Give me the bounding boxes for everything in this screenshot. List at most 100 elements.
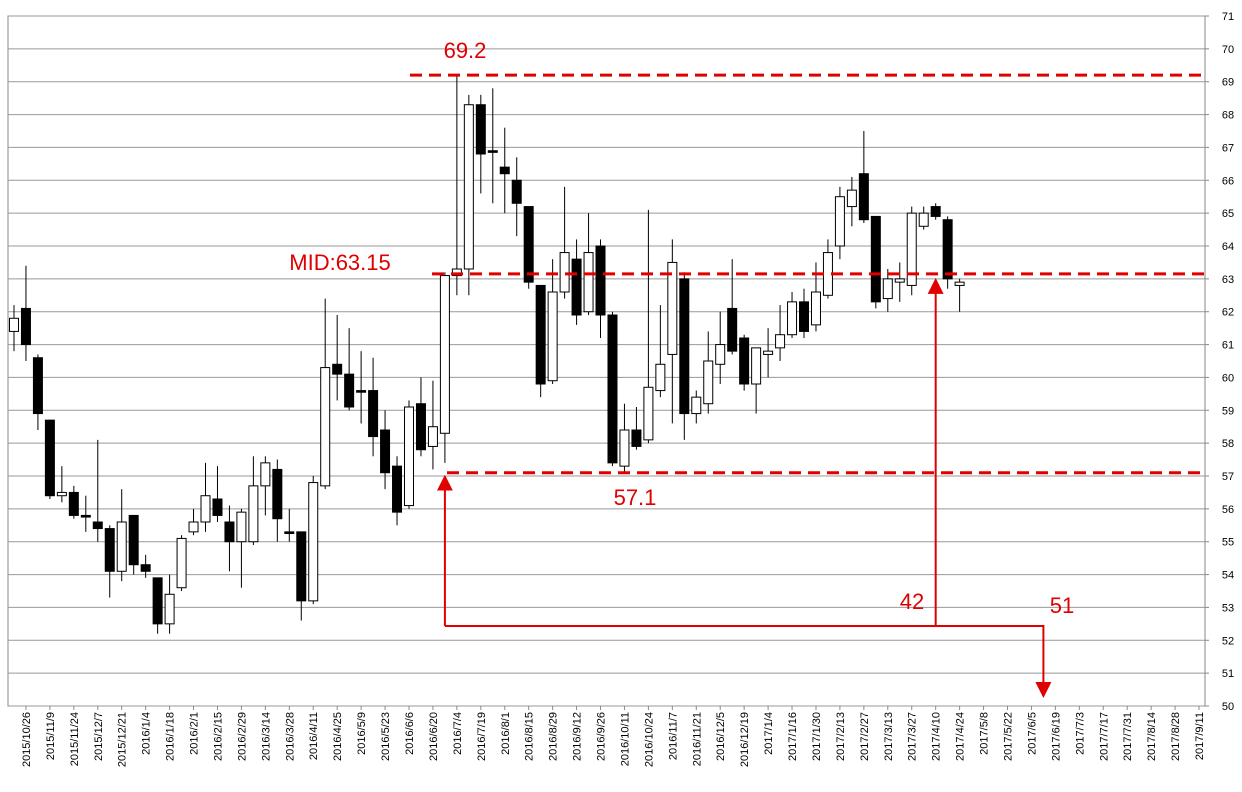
x-tick-label: 2015/11/24: [69, 712, 81, 766]
x-tick-label: 2016/11/7: [667, 712, 679, 760]
candle-body: [308, 482, 319, 602]
level-label: 69.2: [444, 38, 487, 63]
plot-area: [7, 15, 1206, 707]
candle-body: [380, 429, 391, 474]
candle-body: [679, 278, 690, 415]
candle-body: [32, 357, 43, 415]
y-tick-label: 67: [1222, 142, 1234, 154]
candle-body: [607, 314, 618, 464]
x-tick-label: 2016/2/29: [236, 712, 248, 761]
x-tick-label: 2016/1/4: [141, 712, 153, 755]
x-tick-label: 2016/10/24: [643, 712, 655, 767]
x-tick-label: 2016/1/18: [165, 712, 177, 761]
x-tick-label: 2017/5/22: [1002, 712, 1014, 761]
candle-body: [200, 495, 211, 523]
candle-body: [799, 301, 810, 332]
candle-body: [272, 468, 283, 520]
candle-body: [559, 252, 570, 293]
y-tick-label: 53: [1222, 602, 1234, 614]
candle-body: [487, 150, 498, 153]
x-tick-label: 2016/6/20: [428, 712, 440, 761]
candle-body: [511, 179, 522, 204]
candle-body: [846, 189, 857, 208]
candle-body: [834, 196, 845, 247]
candle-body: [224, 521, 235, 543]
x-tick-label: 2016/12/5: [715, 712, 727, 761]
candle-body: [152, 577, 163, 625]
y-tick-label: 64: [1222, 241, 1234, 253]
x-tick-label: 2015/12/7: [93, 712, 105, 761]
candle-body: [643, 386, 654, 441]
candle-body: [583, 252, 594, 313]
y-tick-label: 55: [1222, 537, 1234, 549]
level-label: MID:63.15: [289, 250, 391, 275]
x-tick-label: 2016/6/6: [404, 712, 416, 755]
candle-body: [523, 206, 534, 283]
candle-body: [248, 485, 259, 543]
candle-body: [68, 491, 79, 516]
y-tick-label: 54: [1222, 570, 1234, 582]
x-tick-label: 2017/8/14: [1146, 712, 1158, 761]
x-tick-label: 2016/9/12: [572, 712, 584, 761]
x-tick-label: 2017/1/30: [811, 712, 823, 761]
x-tick-label: 2017/7/31: [1122, 712, 1134, 761]
y-tick-label: 61: [1222, 340, 1234, 352]
candle-body: [296, 531, 307, 602]
y-tick-label: 51: [1222, 668, 1234, 680]
x-tick-label: 2016/7/4: [452, 712, 464, 755]
y-tick-label: 69: [1222, 77, 1234, 89]
candle-body: [619, 429, 630, 467]
x-tick-label: 2017/7/3: [1074, 712, 1086, 755]
candle-body: [368, 390, 379, 438]
candle-body: [870, 215, 881, 303]
candle-body: [703, 360, 714, 405]
candle-body: [463, 104, 474, 270]
candle-body: [595, 245, 606, 316]
candle-body: [320, 367, 331, 487]
x-tick-label: 2017/6/19: [1050, 712, 1062, 761]
annotation: 51: [1050, 593, 1074, 618]
x-tick-label: 2017/2/13: [835, 712, 847, 761]
candle-body: [164, 593, 175, 625]
candle-body: [882, 278, 893, 300]
candle-body: [535, 284, 546, 385]
candle-body: [284, 531, 295, 534]
x-tick-label: 2015/11/9: [45, 712, 57, 760]
x-tick-label: 2017/1/16: [787, 712, 799, 761]
x-tick-label: 2017/6/5: [1026, 712, 1038, 755]
y-tick-label: 62: [1222, 307, 1234, 319]
x-tick-label: 2016/4/11: [308, 712, 320, 760]
x-tick-label: 2016/12/19: [739, 712, 751, 767]
candle-body: [918, 212, 929, 227]
annotation: 42: [900, 589, 924, 614]
candle-body: [8, 317, 19, 332]
candle-body: [104, 528, 115, 572]
x-tick-label: 2016/3/14: [260, 712, 272, 761]
candle-body: [212, 498, 223, 516]
y-tick-label: 66: [1222, 175, 1234, 187]
x-tick-label: 2016/10/11: [619, 712, 631, 766]
x-tick-label: 2015/12/21: [117, 712, 129, 767]
x-tick-label: 2017/4/24: [955, 712, 967, 761]
candle-body: [188, 521, 199, 533]
candle-body: [475, 104, 486, 155]
candle-body: [810, 291, 821, 326]
x-tick-label: 2017/1/4: [763, 712, 775, 755]
candle-body: [415, 403, 426, 451]
candle-body: [499, 166, 510, 175]
x-tick-label: 2016/2/1: [189, 712, 201, 755]
candle-body: [727, 307, 738, 352]
x-tick-label: 2017/8/28: [1170, 712, 1182, 761]
x-tick-label: 2016/5/9: [356, 712, 368, 755]
candle-body: [715, 344, 726, 365]
candle-body: [763, 350, 774, 355]
level-label: 57.1: [614, 485, 657, 510]
candle-body: [427, 426, 438, 447]
candle-body: [451, 268, 462, 277]
candle-body: [751, 347, 762, 385]
x-tick-label: 2016/9/26: [596, 712, 608, 761]
y-tick-label: 52: [1222, 635, 1234, 647]
y-tick-label: 65: [1222, 208, 1234, 220]
x-tick-label: 2016/8/1: [500, 712, 512, 755]
